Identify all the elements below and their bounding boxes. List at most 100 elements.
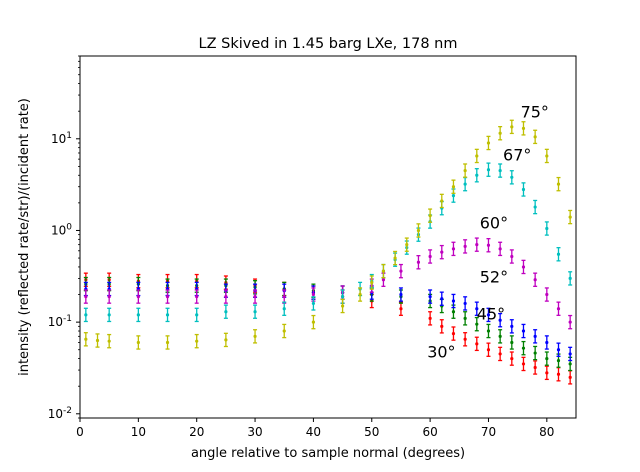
data-point: [498, 318, 502, 322]
x-tick-label: 70: [481, 425, 496, 439]
data-point: [545, 340, 549, 345]
data-point: [486, 243, 491, 247]
data-point: [521, 265, 526, 269]
data-point: [463, 316, 467, 320]
data-point: [568, 215, 572, 219]
data-point: [311, 320, 316, 324]
data-point: [253, 334, 257, 338]
data-point: [533, 351, 537, 355]
data-point: [451, 185, 456, 189]
plot-frame: [79, 55, 577, 419]
data-point: [451, 331, 456, 336]
data-point: [533, 278, 537, 282]
data-point: [95, 338, 100, 343]
data-point: [107, 294, 111, 299]
data-point: [340, 294, 345, 299]
data-point: [568, 375, 572, 379]
data-point: [440, 199, 444, 203]
data-point: [510, 125, 514, 129]
data-point: [556, 348, 561, 352]
y-tick-label: 10-1: [48, 314, 72, 329]
data-point: [498, 352, 502, 356]
data-point: [440, 297, 444, 301]
data-point: [533, 205, 537, 209]
x-axis: 0 10 20 30 40 50 60 70 80: [76, 418, 554, 439]
data-point: [311, 301, 316, 306]
data-point: [498, 131, 502, 135]
data-point: [84, 313, 88, 317]
data-point: [84, 337, 88, 341]
data-point: [463, 337, 467, 341]
y-tick-label: 10-2: [48, 406, 72, 421]
x-tick-label: 30: [247, 425, 262, 439]
x-tick-label: 50: [364, 425, 379, 439]
angle-annotation: 75°: [521, 103, 549, 122]
y-axis: 10-2 10-1 100 101: [48, 55, 80, 421]
data-point: [556, 252, 561, 256]
angle-annotation: 60°: [480, 214, 508, 233]
y-axis-label: intensity (reflected rate/str)/(incident…: [17, 98, 32, 376]
x-axis-label: angle relative to sample normal (degrees…: [191, 446, 465, 461]
data-point: [463, 182, 467, 186]
data-point: [165, 294, 170, 299]
data-point: [282, 307, 286, 311]
data-point: [486, 348, 491, 352]
data-point: [224, 338, 228, 342]
data-point: [545, 292, 549, 297]
data-point: [195, 294, 199, 299]
data-point: [381, 269, 386, 273]
data-point: [165, 313, 170, 317]
data-point: [545, 154, 549, 158]
data-point: [428, 294, 432, 299]
data-point: [475, 342, 479, 346]
data-point: [253, 310, 257, 314]
data-point: [311, 292, 316, 297]
chart-title: LZ Skived in 1.45 barg LXe, 178 nm: [199, 36, 458, 52]
data-point: [475, 322, 479, 326]
x-tick-label: 60: [422, 425, 437, 439]
x-tick-label: 10: [131, 425, 146, 439]
data-point: [510, 324, 514, 328]
data-point: [568, 352, 572, 356]
data-point: [136, 294, 140, 299]
data-point: [440, 324, 444, 328]
angle-annotation: 45°: [477, 304, 505, 323]
data-point: [545, 357, 549, 361]
data-point: [282, 329, 286, 333]
data-point: [428, 254, 432, 259]
data-point: [510, 340, 514, 345]
data-point: [463, 168, 467, 173]
data-point: [521, 362, 526, 366]
data-point: [428, 316, 432, 320]
annotation-layer: 75° 67° 60° 52° 45° 30°: [427, 103, 549, 362]
data-point: [399, 307, 403, 311]
data-point: [556, 372, 561, 376]
angle-annotation: 52°: [480, 268, 508, 287]
series-group: [83, 237, 573, 330]
data-point: [440, 250, 444, 254]
data-point: [498, 247, 502, 251]
data-point: [568, 276, 572, 280]
data-point: [451, 194, 456, 198]
data-point: [545, 371, 549, 375]
data-point: [463, 301, 467, 306]
y-tick-label: 100: [51, 222, 72, 237]
plot-area: [83, 119, 573, 385]
data-point: [358, 292, 362, 297]
data-point: [224, 310, 228, 314]
data-point: [84, 294, 88, 299]
data-point: [475, 154, 479, 158]
data-point: [486, 141, 491, 145]
data-point: [556, 307, 561, 311]
data-point: [475, 243, 479, 247]
data-point: [521, 187, 526, 192]
data-point: [107, 339, 111, 343]
data-point: [370, 280, 374, 285]
data-point: [510, 175, 514, 179]
data-point: [253, 294, 257, 299]
data-point: [224, 294, 228, 299]
data-point: [486, 329, 491, 333]
data-point: [498, 168, 502, 173]
